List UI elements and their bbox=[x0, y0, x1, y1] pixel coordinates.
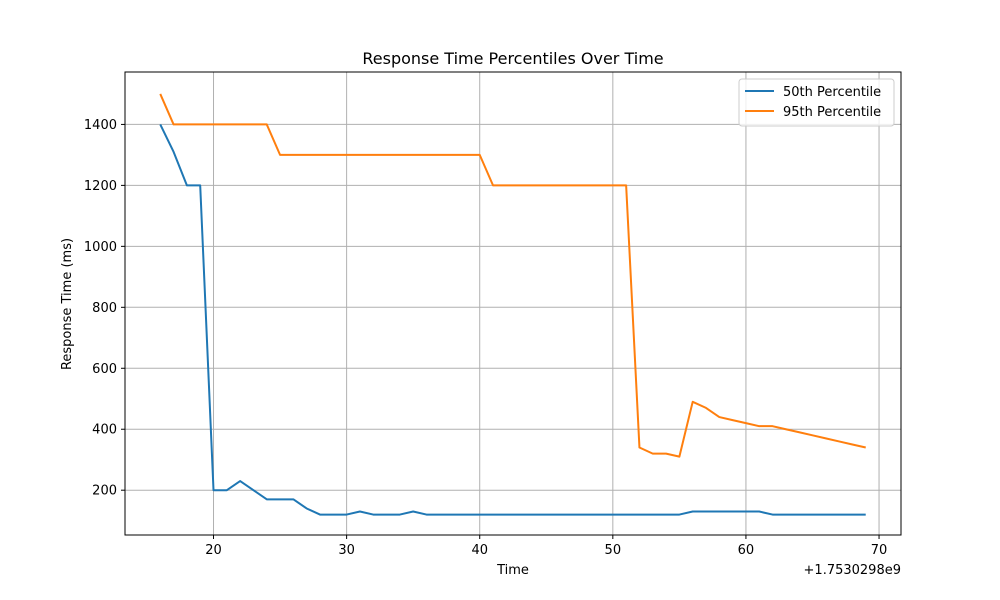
series-lines bbox=[159, 93, 866, 516]
x-axis-label: Time bbox=[496, 563, 529, 578]
y-axis-ticks: 200 400 600 800 1000 1200 1400 bbox=[84, 118, 125, 499]
x-axis-offset-label: +1.7530298e9 bbox=[804, 563, 901, 578]
y-tick-label: 200 bbox=[92, 484, 117, 499]
x-axis-ticks: 20 30 40 50 60 70 bbox=[205, 535, 887, 558]
chart-title: Response Time Percentiles Over Time bbox=[362, 49, 663, 68]
x-tick-label: 30 bbox=[338, 543, 355, 558]
x-tick-label: 60 bbox=[738, 543, 755, 558]
x-tick-label: 40 bbox=[471, 543, 488, 558]
legend-label-50th: 50th Percentile bbox=[783, 85, 881, 100]
legend-label-95th: 95th Percentile bbox=[783, 105, 881, 120]
plot-frame bbox=[124, 71, 902, 536]
y-tick-label: 1000 bbox=[84, 240, 117, 255]
y-tick-label: 1400 bbox=[84, 118, 117, 133]
y-tick-label: 1200 bbox=[84, 179, 117, 194]
legend-box bbox=[738, 78, 895, 127]
grid-lines bbox=[125, 72, 901, 535]
y-tick-label: 600 bbox=[92, 362, 117, 377]
series-line-95th-percentile bbox=[159, 93, 866, 458]
y-tick-label: 800 bbox=[92, 301, 117, 316]
legend: 50th Percentile 95th Percentile bbox=[738, 78, 895, 127]
x-tick-label: 70 bbox=[871, 543, 888, 558]
y-tick-label: 400 bbox=[92, 423, 117, 438]
x-tick-label: 20 bbox=[205, 543, 222, 558]
x-tick-label: 50 bbox=[605, 543, 622, 558]
y-axis-label: Response Time (ms) bbox=[60, 238, 75, 370]
series-line-50th-percentile bbox=[159, 123, 866, 516]
